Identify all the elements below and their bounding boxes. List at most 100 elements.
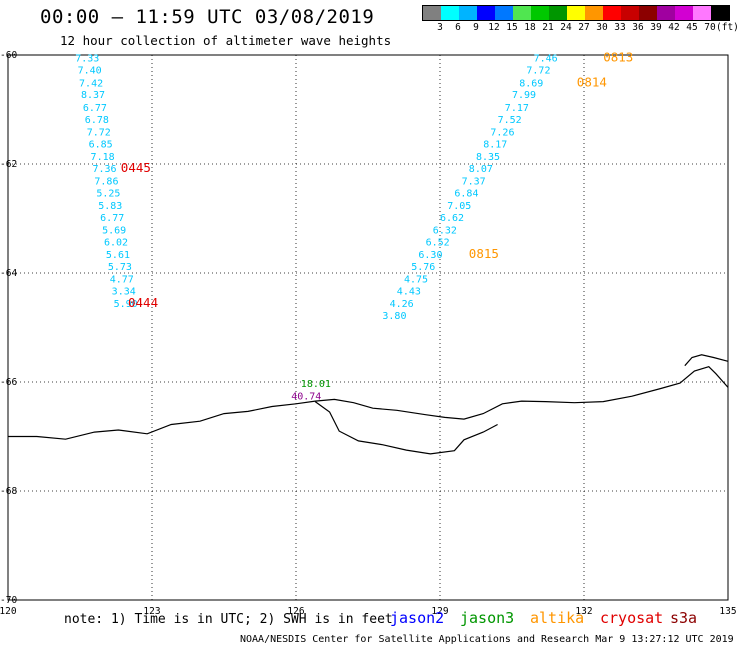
scale-swatch [585,6,603,20]
scale-swatch [477,6,495,20]
swh-value-label: 7.37 [462,176,486,187]
scale-tick-label: 6 [455,22,461,33]
swh-value-label: 7.33 [75,54,99,65]
swh-value-label: 6.02 [104,237,128,248]
scale-unit-label: (ft) [716,22,739,33]
swh-value-label: 7.99 [512,90,536,101]
swh-value-label: 5.69 [102,225,126,236]
swh-value-label: 4.26 [390,299,414,310]
scale-tick-label: 24 [560,22,572,33]
scale-tick-label: 21 [542,22,554,33]
swh-value-label: 8.17 [483,139,507,150]
scale-swatch [531,6,549,20]
scale-tick-label: 12 [488,22,500,33]
map-frame [7,54,729,601]
lat-tick-label: -70 [0,595,17,606]
swh-value-label: 4.43 [397,286,421,297]
pass-time-label: 0445 [121,160,151,175]
scale-swatch [441,6,459,20]
coastline [8,366,729,440]
coastline-segment [684,354,729,367]
pass-time-label: 0814 [577,74,607,89]
credit-line: NOAA/NESDIS Center for Satellite Applica… [240,634,734,645]
scale-swatch [603,6,621,20]
swh-value-label: 6.30 [418,250,442,261]
swh-value-label: 5.25 [96,188,120,199]
swh-value-label: 7.86 [94,176,118,187]
swh-value-label: 6.32 [433,225,457,236]
scale-swatch [621,6,639,20]
scale-tick-label: 39 [650,22,662,33]
swh-value-label: 7.18 [91,152,115,163]
lon-tick-label: 120 [0,606,17,617]
scale-tick-label: 18 [524,22,536,33]
scale-tick-label: 30 [596,22,608,33]
scale-swatch [693,6,711,20]
scale-swatch [567,6,585,20]
swh-value-label: 5.76 [411,262,435,273]
swh-value-label: 6.52 [426,237,450,248]
swh-value-label: 7.40 [78,66,102,77]
map-subtitle: 12 hour collection of altimeter wave hei… [60,33,392,48]
lat-tick-label: -66 [0,377,17,388]
swh-value-label: 4.77 [110,274,134,285]
pass-time-label: 0444 [128,295,158,310]
swh-value-label: 6.78 [85,115,109,126]
swh-value-label: 5.83 [98,201,122,212]
scale-swatch [423,6,441,20]
scale-tick-label: 42 [668,22,680,33]
scale-tick-label: 33 [614,22,626,33]
swh-value-label: 6.77 [100,213,124,224]
scale-swatch [675,6,693,20]
lat-tick-label: -62 [0,159,17,170]
swh-value-label: 18.01 [301,379,331,390]
scale-tick-label: 3 [437,22,443,33]
legend-item-jason2: jason2 [390,609,445,627]
scale-tick-label: 70 [704,22,716,33]
swh-value-label: 7.72 [87,127,111,138]
swh-value-label: 6.84 [454,188,478,199]
coastline-segment [314,401,498,455]
pass-time-label: 0815 [469,246,499,261]
legend-item-cryosat: cryosat [600,609,664,627]
scale-tick-label: 36 [632,22,644,33]
scale-swatch [657,6,675,20]
swh-value-label: 7.72 [526,66,550,77]
swh-value-label: 7.26 [490,127,514,138]
lat-tick-label: -64 [0,268,17,279]
swh-value-label: 40.74 [291,392,321,403]
swh-value-label: 7.17 [505,103,529,114]
scale-tick-label: 9 [473,22,479,33]
scale-tick-label: 45 [686,22,698,33]
lon-tick-label: 132 [575,606,592,617]
lon-tick-label: 135 [719,606,736,617]
lon-tick-label: 123 [143,606,160,617]
swh-value-label: 8.37 [81,90,105,101]
swh-value-label: 7.42 [79,78,103,89]
pass-time-label: 0813 [603,50,633,65]
swh-value-label: 6.85 [89,139,113,150]
swh-value-label: 3.80 [382,311,406,322]
wave-height-color-scale [422,5,730,21]
swh-value-label: 8.35 [476,152,500,163]
map-title: 00:00 – 11:59 UTC 03/08/2019 [40,6,375,28]
legend-item-altika: altika [530,609,585,627]
scale-swatch [549,6,567,20]
scale-tick-label: 15 [506,22,518,33]
swh-value-label: 5.90 [114,299,138,310]
scale-swatch [711,6,729,20]
lat-tick-label: -68 [0,486,17,497]
swh-value-label: 6.77 [83,103,107,114]
scale-tick-label: 27 [578,22,590,33]
legend-item-jason3: jason3 [460,609,515,627]
legend-item-s3a: s3a [670,609,698,627]
swh-value-label: 7.05 [447,201,471,212]
lon-tick-label: 129 [431,606,448,617]
swh-value-label: 5.73 [108,262,132,273]
lat-tick-label: -60 [0,50,17,61]
swh-value-label: 8.07 [469,164,493,175]
swh-value-label: 8.69 [519,78,543,89]
swh-value-label: 6.62 [440,213,464,224]
